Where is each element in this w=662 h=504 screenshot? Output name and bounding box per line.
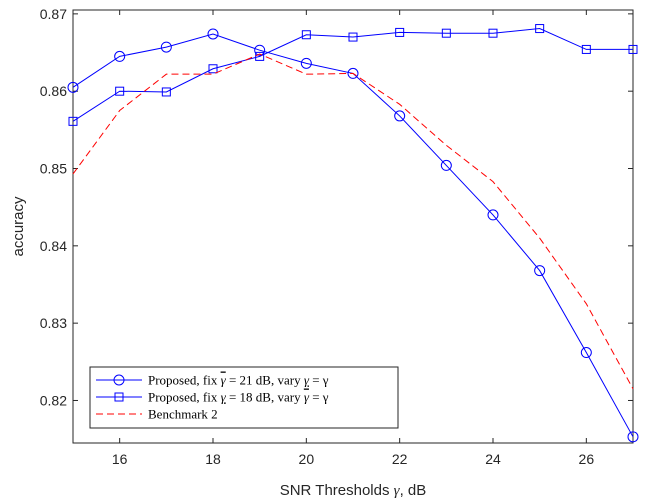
y-axis-label: accuracy: [10, 196, 27, 257]
y-tick-label: 0.87: [40, 6, 67, 22]
x-axis-label: SNR Thresholds γ, dB: [280, 482, 427, 499]
legend-text-part: Proposed, fix: [148, 390, 221, 405]
y-tick-label: 0.86: [40, 83, 67, 99]
y-tick-label: 0.84: [40, 238, 67, 254]
legend-text-part: = γ: [309, 390, 329, 405]
x-axis-label-prefix: SNR Thresholds: [280, 482, 394, 499]
legend-text-part: = 18 dB, vary: [226, 390, 304, 405]
legend-entry-label: Proposed, fix γ = 21 dB, vary γ = γ: [148, 373, 329, 388]
x-tick-label: 20: [299, 451, 315, 467]
legend-entry-label: Proposed, fix γ = 18 dB, vary γ = γ: [148, 390, 329, 405]
legend: Proposed, fix γ = 21 dB, vary γ = γPropo…: [90, 367, 398, 428]
legend-text-part: = 21 dB, vary: [226, 373, 304, 388]
y-tick-label: 0.85: [40, 161, 67, 177]
y-tick-label: 0.82: [40, 392, 67, 408]
legend-text-part: Benchmark 2: [148, 407, 218, 422]
x-tick-label: 18: [205, 451, 221, 467]
x-tick-label: 16: [112, 451, 128, 467]
x-tick-label: 24: [485, 451, 501, 467]
legend-entry-label: Benchmark 2: [148, 407, 218, 422]
x-tick-label: 26: [579, 451, 595, 467]
y-tick-label: 0.83: [40, 315, 67, 331]
x-axis-label-suffix: , dB: [400, 482, 427, 499]
legend-text-part: Proposed, fix: [148, 373, 221, 388]
x-tick-label: 22: [392, 451, 408, 467]
legend-text-part: = γ: [309, 373, 329, 388]
